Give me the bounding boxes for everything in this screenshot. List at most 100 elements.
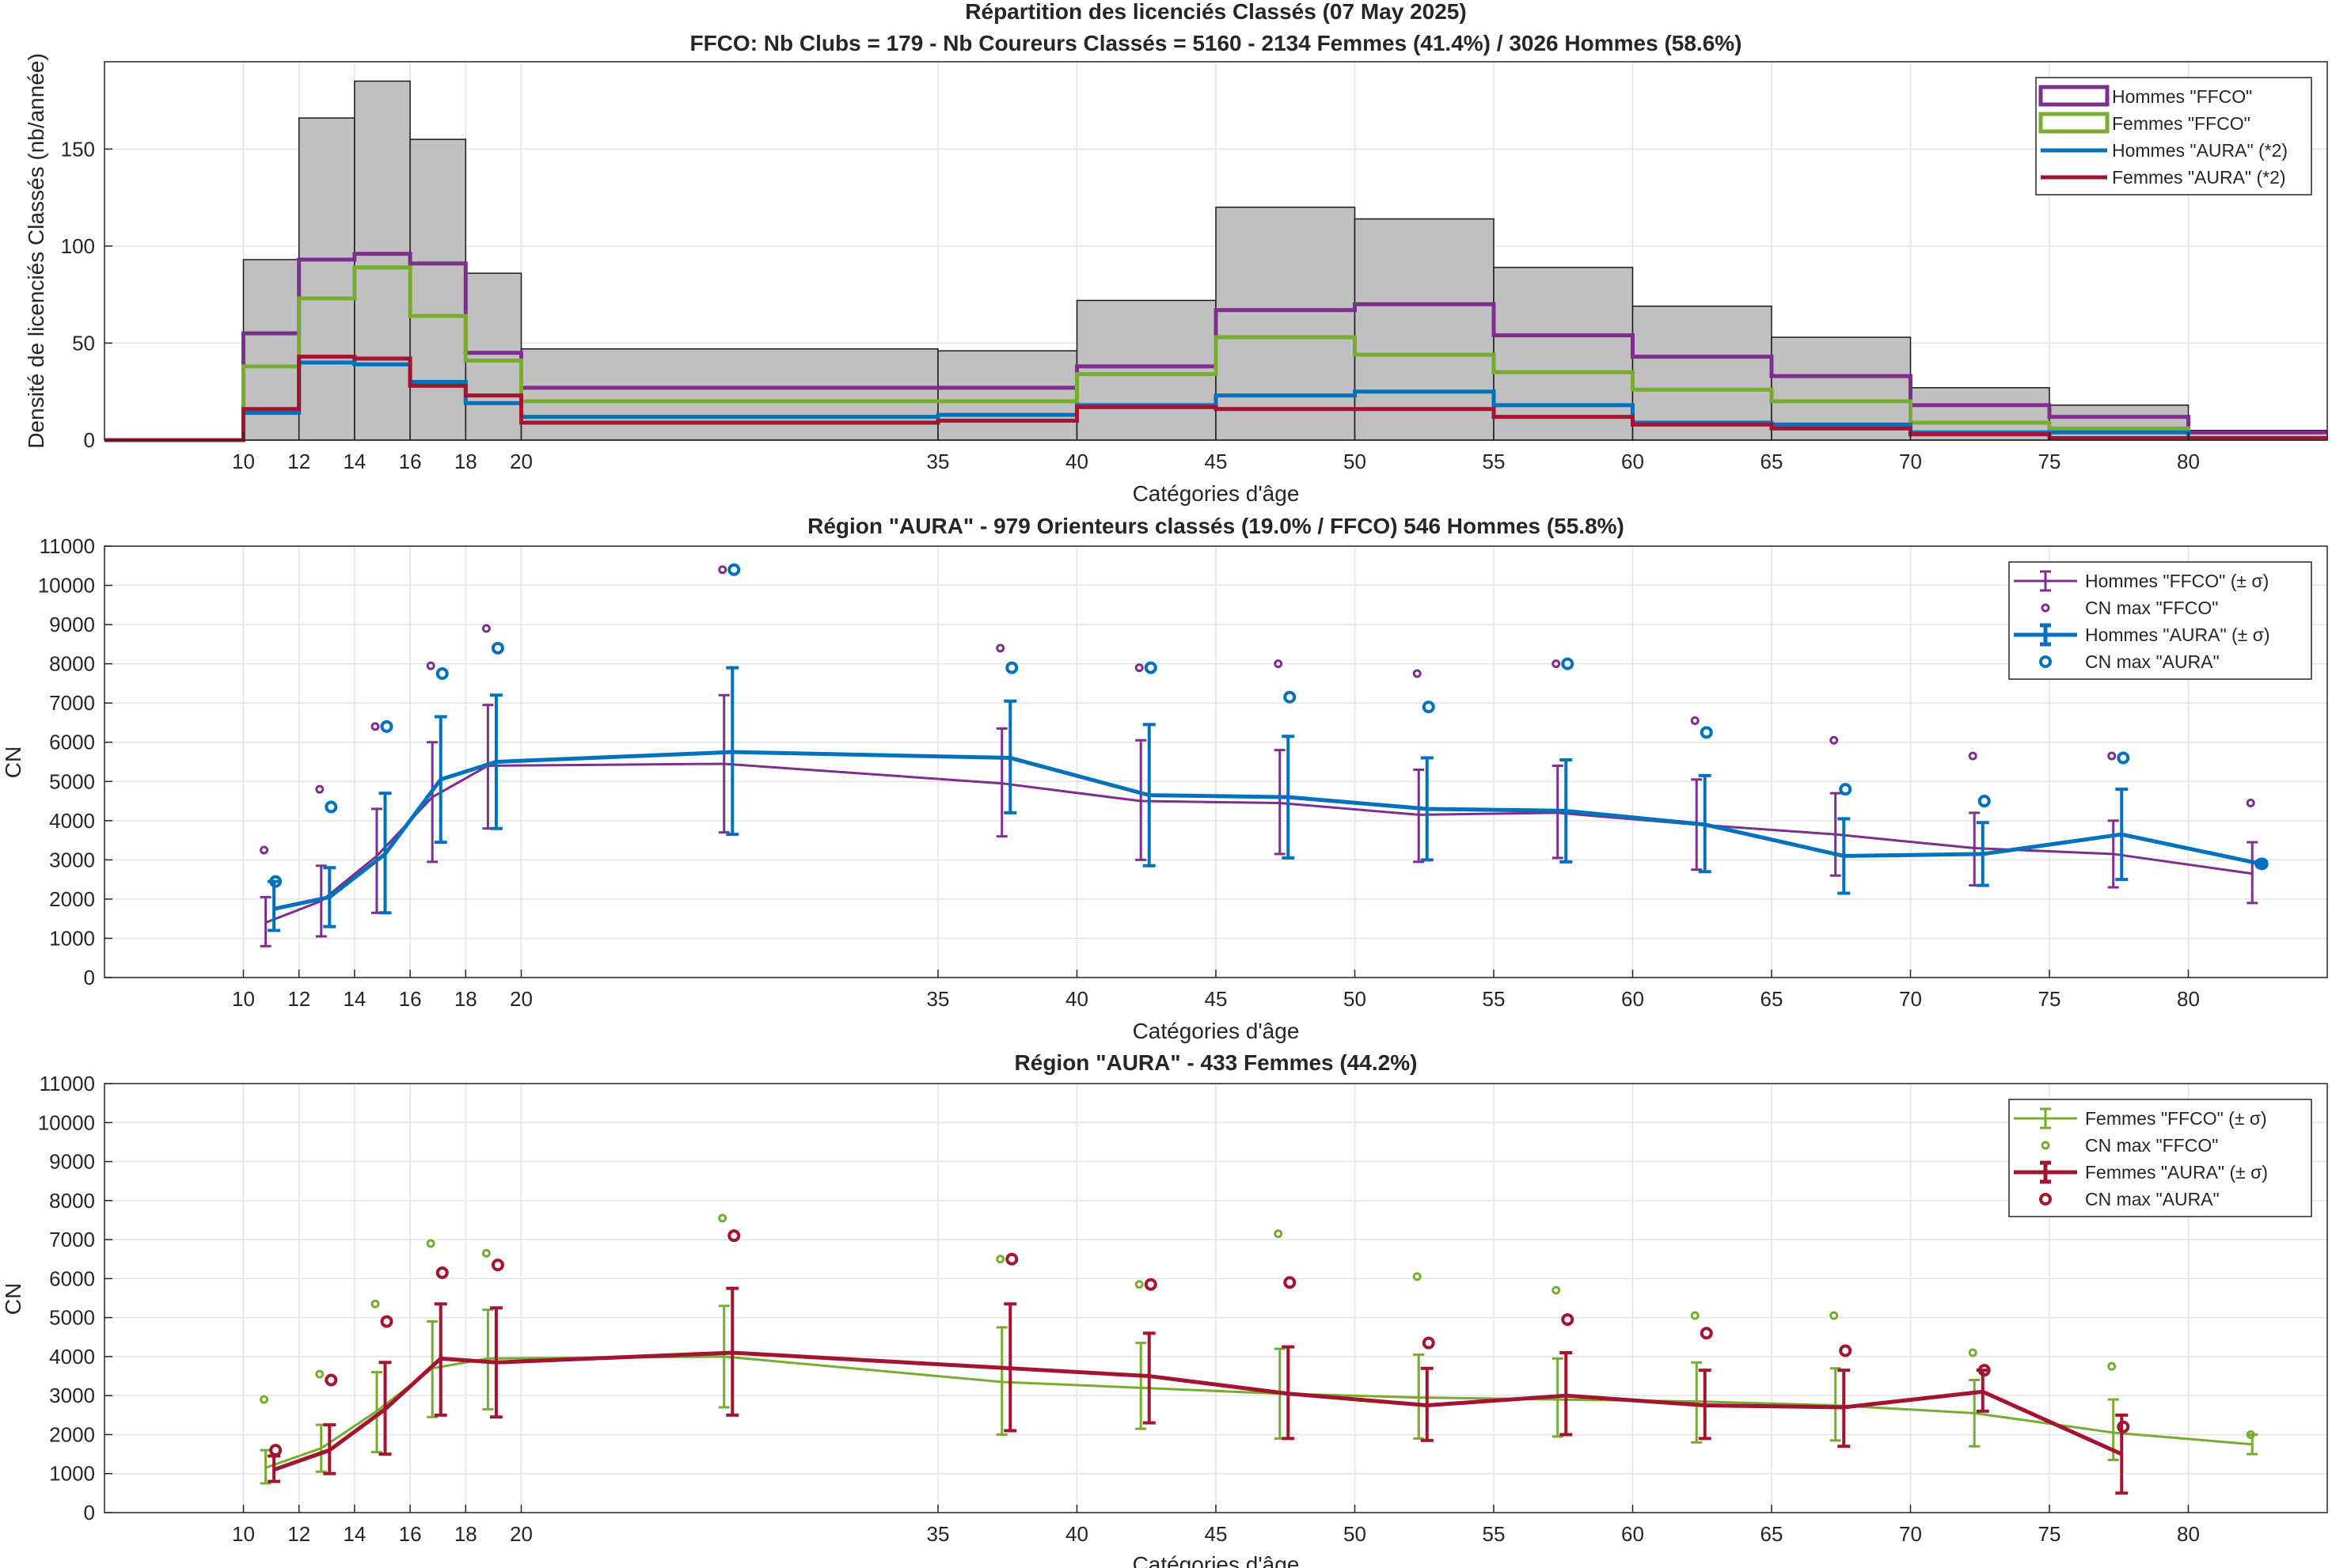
women-cn-legend-label: Femmes "FFCO" (± σ) bbox=[2085, 1108, 2267, 1129]
men-cn-xtick-label: 20 bbox=[510, 987, 533, 1011]
density-xtick-label: 65 bbox=[1760, 450, 1783, 473]
women-cn-cn-max-point bbox=[269, 1444, 283, 1457]
men-cn-legend-swatch bbox=[2041, 603, 2050, 613]
density-xtick-label: 18 bbox=[454, 450, 477, 473]
women-cn-xtick-label: 35 bbox=[927, 1522, 950, 1546]
women-cn-cn-max-point bbox=[435, 1266, 449, 1279]
density-xtick-label: 35 bbox=[927, 450, 950, 473]
men-cn-legend-swatch bbox=[2039, 655, 2052, 668]
density-bar bbox=[937, 350, 1078, 441]
women-cn-cn-max-point bbox=[315, 1369, 325, 1379]
women-cn-cn-max-point bbox=[2117, 1420, 2130, 1433]
women-cn-xtick-label: 14 bbox=[343, 1522, 366, 1546]
density-subtitle: FFCO: Nb Clubs = 179 - Nb Coureurs Class… bbox=[690, 31, 1742, 55]
men-cn-legend-label: CN max "AURA" bbox=[2085, 651, 2220, 672]
density-xtick-label: 16 bbox=[399, 450, 422, 473]
men-cn-legend: Hommes "FFCO" (± σ) CN max "FFCO" Hommes "… bbox=[2008, 561, 2312, 680]
density-xtick-label: 70 bbox=[1899, 450, 1922, 473]
density-bar bbox=[298, 117, 355, 441]
men-cn-cn-max-point bbox=[426, 661, 435, 670]
density-legend-label: Hommes "FFCO" bbox=[2112, 86, 2252, 107]
women-cn-cn-max-point bbox=[426, 1239, 435, 1248]
density-legend-box bbox=[2035, 77, 2312, 196]
men-cn-cn-max-point bbox=[325, 800, 338, 814]
women-cn-cn-max-point bbox=[481, 1248, 491, 1258]
men-cn-xtick-label: 45 bbox=[1205, 987, 1228, 1011]
men-cn-cn-max-point bbox=[1283, 690, 1297, 704]
density-xlabel: Catégories d'âge bbox=[1133, 481, 1300, 506]
women-cn-cn-max-point bbox=[1561, 1313, 1574, 1327]
density-plot-area: 10 12 14 16 18 20 35 40 45 50 55 60 65 70 75 80 0 50 100 15… bbox=[61, 61, 2328, 473]
women-cn-legend-label: CN max "AURA" bbox=[2085, 1189, 2220, 1209]
men-cn-cn-max-point bbox=[370, 722, 380, 731]
women-cn-xtick-label: 50 bbox=[1343, 1522, 1366, 1546]
women-cn-ylabel: CN bbox=[1, 1283, 25, 1315]
men-cn-xtick-label: 60 bbox=[1621, 987, 1644, 1011]
density-line-femmes-ffco bbox=[104, 265, 2327, 442]
men-cn-cn-max-point bbox=[1839, 783, 1852, 796]
density-legend: Hommes "FFCO" Femmes "FFCO" Hommes "AURA" … bbox=[2035, 77, 2312, 196]
men-cn-xtick-label: 75 bbox=[2038, 987, 2061, 1011]
women-cn-cn-max-point bbox=[2107, 1361, 2117, 1371]
men-cn-ytick-label: 6000 bbox=[49, 731, 95, 754]
women-cn-xtick-label: 16 bbox=[399, 1522, 422, 1546]
men-cn-series-line-1 bbox=[273, 750, 2262, 911]
men-cn-cn-max-point bbox=[1274, 659, 1283, 669]
density-xtick-label: 10 bbox=[232, 450, 255, 473]
women-cn-ytick-label: 9000 bbox=[49, 1150, 95, 1174]
women-cn-plot-area: 10 12 14 16 18 20 35 40 45 50 55 60 65 70 75 80 0 1000 200… bbox=[38, 1072, 2328, 1546]
men-cn-xtick-label: 40 bbox=[1065, 987, 1088, 1011]
women-cn-cn-max-point bbox=[370, 1299, 380, 1308]
density-ytick-label: 150 bbox=[61, 137, 95, 161]
density-xtick-label: 45 bbox=[1205, 450, 1228, 473]
women-cn-cn-max-point bbox=[1829, 1311, 1839, 1320]
men-cn-cn-max-point bbox=[1144, 661, 1157, 674]
women-cn-ytick-label: 2000 bbox=[49, 1422, 95, 1446]
women-cn-ytick-label: 5000 bbox=[49, 1306, 95, 1330]
women-cn-cn-max-point bbox=[1839, 1344, 1852, 1357]
men-cn-cn-max-point bbox=[1829, 735, 1839, 745]
women-cn-ytick-label: 6000 bbox=[49, 1266, 95, 1290]
men-cn-xtick-label: 65 bbox=[1760, 987, 1783, 1011]
women-cn-legend-label: Femmes "AURA" (± σ) bbox=[2085, 1162, 2268, 1183]
women-cn-xtick-label: 55 bbox=[1483, 1522, 1506, 1546]
men-cn-cn-max-point bbox=[727, 563, 741, 576]
men-cn-legend-label: Hommes "FFCO" (± σ) bbox=[2085, 571, 2269, 591]
women-cn-cn-max-point bbox=[491, 1259, 504, 1272]
men-cn-cn-max-point bbox=[1977, 795, 1991, 808]
density-xtick-label: 60 bbox=[1621, 450, 1644, 473]
women-cn-ytick-label: 11000 bbox=[40, 1072, 95, 1095]
density-line-femmes-aura bbox=[104, 355, 2327, 442]
men-cn-xtick-label: 70 bbox=[1899, 987, 1922, 1011]
density-bar bbox=[1493, 267, 1634, 441]
women-cn-cn-max-point bbox=[1412, 1272, 1422, 1281]
men-cn-xtick-label: 16 bbox=[399, 987, 422, 1011]
women-cn-legend: Femmes "FFCO" (± σ) CN max "FFCO" Femmes "… bbox=[2008, 1099, 2312, 1217]
women-cn-cn-max-point bbox=[1968, 1348, 1977, 1357]
men-cn-xtick-label: 18 bbox=[454, 987, 477, 1011]
density-ylabel: Densité de licenciés Classés (nb/année) bbox=[24, 53, 48, 449]
women-cn-xtick-label: 40 bbox=[1065, 1522, 1088, 1546]
men-cn-cn-max-point bbox=[1134, 663, 1144, 673]
women-cn-cn-max-point bbox=[1422, 1336, 1435, 1350]
density-ytick-label: 100 bbox=[61, 234, 95, 258]
women-cn-cn-max-point bbox=[1144, 1278, 1157, 1291]
men-cn-cn-max-point bbox=[718, 565, 727, 575]
women-cn-chart: Région "AURA" - 433 Femmes (44.2%) 10 12 1… bbox=[1, 1050, 2328, 1568]
density-legend-swatch bbox=[2038, 112, 2110, 134]
men-cn-cn-max-point bbox=[315, 784, 325, 794]
women-cn-cn-max-point bbox=[260, 1395, 269, 1404]
women-cn-ytick-label: 10000 bbox=[38, 1111, 95, 1134]
density-bar bbox=[465, 272, 522, 441]
women-cn-xtick-label: 10 bbox=[232, 1522, 255, 1546]
women-cn-xtick-label: 65 bbox=[1760, 1522, 1783, 1546]
women-cn-ytick-label: 8000 bbox=[49, 1189, 95, 1213]
men-cn-ytick-label: 10000 bbox=[38, 574, 95, 598]
men-cn-cn-max-point bbox=[2107, 751, 2117, 761]
density-bar bbox=[520, 348, 939, 441]
men-cn-cn-max-point bbox=[1700, 726, 1713, 739]
women-cn-legend-swatch bbox=[2039, 1193, 2052, 1205]
women-cn-xtick-label: 45 bbox=[1205, 1522, 1228, 1546]
men-cn-legend-label: Hommes "AURA" (± σ) bbox=[2085, 625, 2270, 645]
women-cn-xtick-label: 80 bbox=[2177, 1522, 2200, 1546]
